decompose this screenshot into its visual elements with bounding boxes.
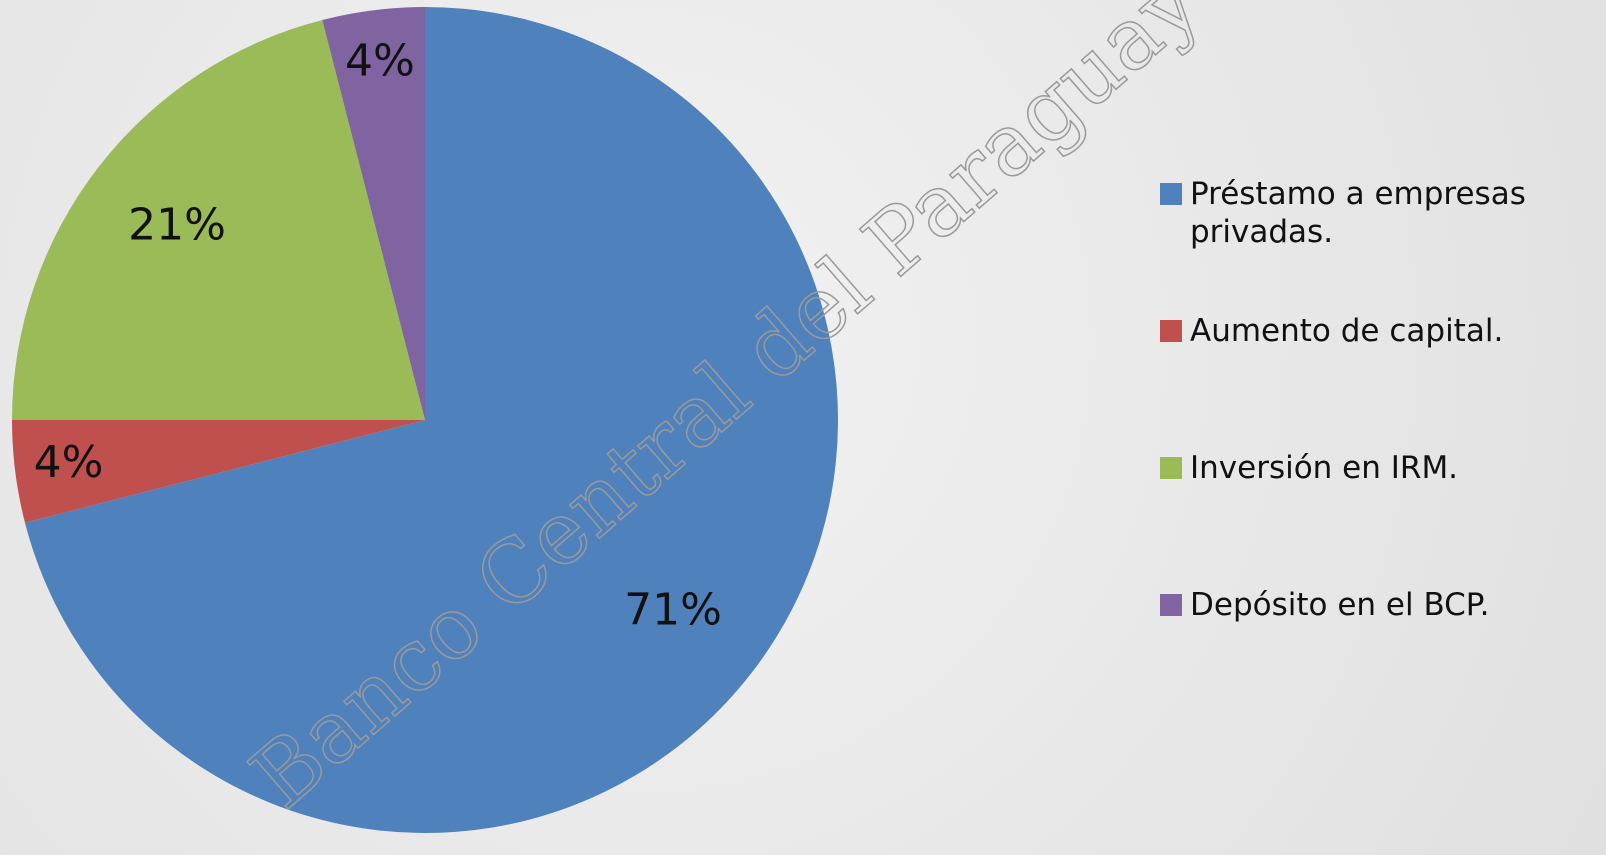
pie-slice <box>322 7 425 420</box>
pie-slice <box>12 420 425 523</box>
legend-swatch <box>1160 183 1182 205</box>
data-label: 4% <box>345 36 415 87</box>
legend-swatch <box>1160 320 1182 342</box>
legend-label: Depósito en el BCP. <box>1190 587 1490 623</box>
legend-item: Inversión en IRM. <box>1160 449 1580 586</box>
legend-swatch <box>1160 594 1182 616</box>
pie-slice <box>12 19 425 420</box>
data-label: 4% <box>34 437 104 488</box>
legend-label: Préstamo a empresas privadas. <box>1190 176 1526 250</box>
legend-item: Aumento de capital. <box>1160 312 1580 449</box>
legend-label: Aumento de capital. <box>1190 313 1504 349</box>
data-label: 21% <box>128 200 226 251</box>
legend-label: Inversión en IRM. <box>1190 450 1459 486</box>
legend-item: Préstamo a empresas privadas. <box>1160 175 1580 312</box>
legend-swatch <box>1160 457 1182 479</box>
legend-item: Depósito en el BCP. <box>1160 586 1580 723</box>
legend: Préstamo a empresas privadas. Aumento de … <box>1160 175 1580 723</box>
data-label: 71% <box>624 584 722 635</box>
pie-slice <box>24 7 838 833</box>
